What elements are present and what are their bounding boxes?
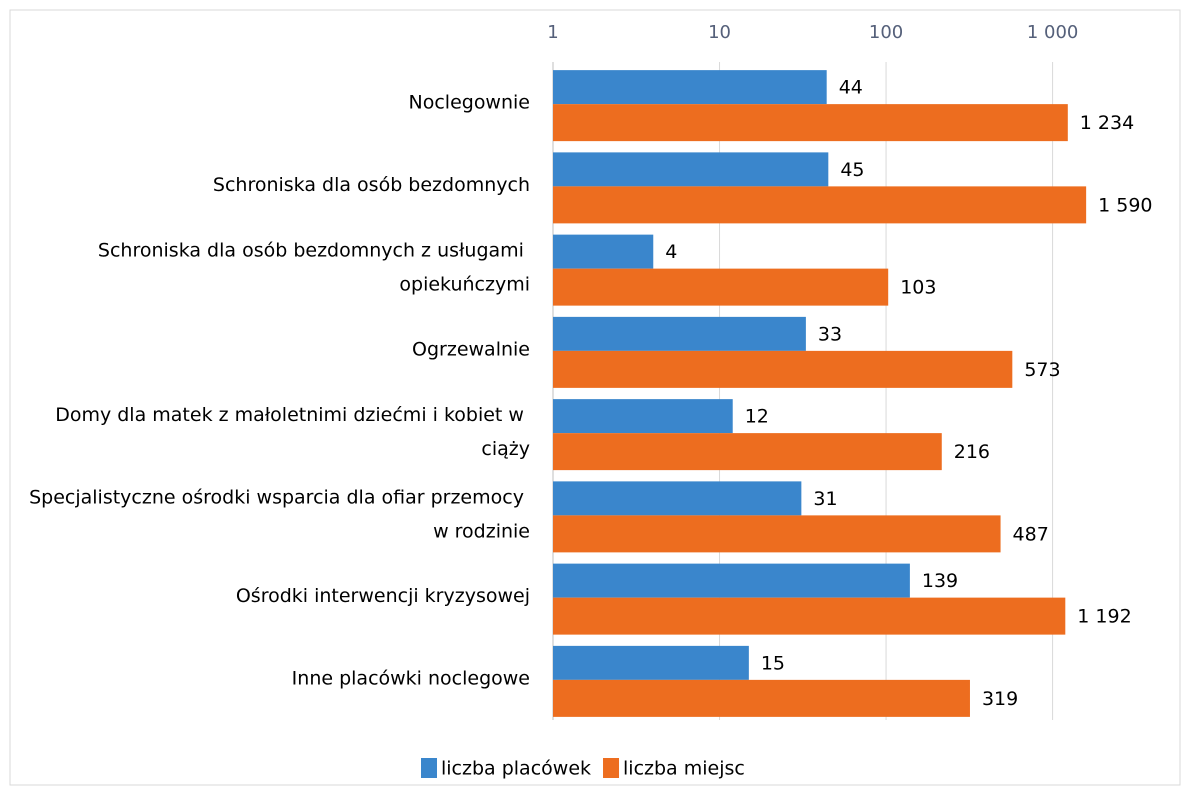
- data-label: 103: [900, 277, 936, 299]
- data-label: 319: [982, 688, 1018, 710]
- data-label: 45: [840, 159, 864, 181]
- legend-swatch: [603, 758, 620, 778]
- category-label: Specjalistyczne ośrodki wsparcia dla ofi…: [29, 486, 530, 542]
- data-label: 44: [839, 77, 863, 99]
- x-tick-label: 10: [708, 22, 731, 43]
- category-label: Schroniska dla osób bezdomnych z usługam…: [98, 239, 530, 295]
- bar: [553, 152, 829, 187]
- bar: [553, 70, 827, 105]
- data-label: 1 234: [1080, 112, 1134, 134]
- bar: [553, 597, 1066, 635]
- data-label: 15: [761, 652, 785, 674]
- data-label: 487: [1013, 523, 1049, 545]
- bar: [553, 316, 806, 351]
- bar: [553, 481, 802, 516]
- x-tick-label: 1: [547, 22, 558, 43]
- legend-label: liczba miejsc: [623, 758, 745, 780]
- bar: [553, 104, 1068, 142]
- data-label: 33: [818, 323, 842, 345]
- x-tick-label: 1 000: [1027, 22, 1079, 43]
- bar: [553, 433, 942, 471]
- bar: [553, 563, 910, 598]
- category-label: Inne placówki noclegowe: [292, 667, 530, 689]
- data-label: 1 590: [1098, 194, 1152, 216]
- bar: [553, 399, 733, 434]
- data-label: 31: [813, 488, 837, 510]
- category-label: Ośrodki interwencji kryzysowej: [236, 585, 530, 607]
- bar: [553, 268, 889, 306]
- bar: [553, 645, 749, 680]
- legend-swatch: [421, 758, 437, 778]
- category-label: Ogrzewalnie: [412, 338, 530, 360]
- category-label: Domy dla matek z małoletnimi dziećmi i k…: [55, 404, 530, 460]
- x-tick-label: 100: [869, 22, 903, 43]
- data-label: 4: [665, 241, 677, 263]
- bar: [553, 350, 1013, 388]
- data-label: 573: [1024, 359, 1060, 381]
- bar: [553, 234, 654, 269]
- data-label: 216: [954, 441, 990, 463]
- bar: [553, 679, 970, 717]
- data-label: 1 192: [1077, 606, 1131, 628]
- bar: [553, 515, 1001, 553]
- legend-label: liczba placówek: [441, 758, 591, 780]
- bar: [553, 186, 1087, 224]
- category-label: Noclegownie: [409, 92, 531, 114]
- category-label: Schroniska dla osób bezdomnych: [213, 174, 530, 196]
- data-label: 12: [745, 406, 769, 428]
- data-label: 139: [922, 570, 958, 592]
